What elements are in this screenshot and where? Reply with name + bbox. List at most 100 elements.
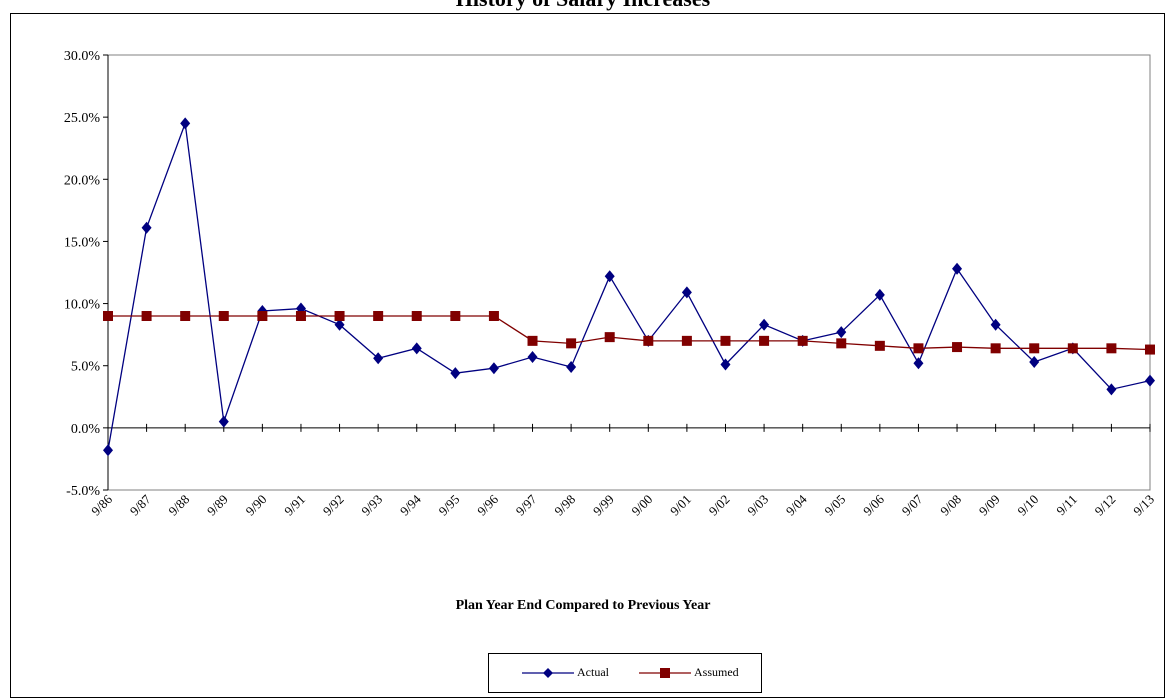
series-actual-point bbox=[566, 360, 577, 373]
series-assumed-point bbox=[373, 311, 384, 321]
series-assumed-point bbox=[334, 311, 345, 321]
series-assumed-point bbox=[797, 335, 808, 346]
x-tick-label: 9/87 bbox=[127, 491, 154, 518]
series-assumed-point bbox=[295, 311, 306, 321]
series-actual-point bbox=[720, 358, 731, 371]
series-actual-point bbox=[990, 318, 1001, 331]
series-assumed-point bbox=[1029, 343, 1040, 354]
x-tick-label: 9/91 bbox=[281, 492, 308, 519]
legend-item-actual: Actual bbox=[522, 665, 609, 680]
y-tick-label: 10.0% bbox=[64, 298, 101, 313]
series-actual-point bbox=[604, 270, 615, 283]
series-actual-point bbox=[836, 326, 847, 339]
series-actual-point bbox=[488, 362, 499, 375]
x-tick-label: 9/95 bbox=[435, 492, 462, 519]
series-assumed-point bbox=[257, 311, 268, 321]
x-tick-label: 9/00 bbox=[628, 492, 655, 519]
legend-actual-label: Actual bbox=[577, 665, 609, 679]
series-actual-point bbox=[874, 288, 885, 301]
series-assumed-point bbox=[1106, 343, 1117, 354]
series-actual-point bbox=[952, 262, 963, 275]
series-actual-point bbox=[373, 352, 384, 365]
series-assumed-point bbox=[874, 340, 885, 351]
legend-actual-swatch bbox=[522, 667, 574, 678]
series-assumed-point bbox=[141, 311, 152, 321]
series-actual-point bbox=[913, 357, 924, 370]
series-assumed-point bbox=[1067, 343, 1078, 354]
series-actual-line bbox=[107, 123, 1151, 451]
y-tick-label: 25.0% bbox=[64, 111, 101, 126]
series-assumed-point bbox=[604, 332, 615, 343]
x-tick-label: 9/96 bbox=[474, 491, 501, 518]
x-tick-label: 9/90 bbox=[243, 492, 270, 519]
y-tick-label: 20.0% bbox=[64, 173, 101, 188]
series-assumed-point bbox=[643, 335, 654, 346]
legend-assumed-label: Assumed bbox=[694, 665, 739, 679]
y-tick-label: 0.0% bbox=[71, 422, 101, 437]
series-assumed-point bbox=[218, 311, 229, 321]
y-tick-label: 5.0% bbox=[71, 360, 101, 375]
x-tick-label: 9/11 bbox=[1053, 492, 1080, 519]
series-actual-point bbox=[1145, 374, 1155, 387]
series-actual-point bbox=[141, 221, 152, 234]
series-assumed-point bbox=[720, 335, 731, 346]
legend: Actual Assumed bbox=[488, 653, 762, 693]
x-axis-label: Plan Year End Compared to Previous Year bbox=[455, 598, 711, 613]
series-actual-point bbox=[180, 117, 191, 130]
series-assumed-point bbox=[952, 342, 963, 353]
series-actual-point bbox=[450, 367, 461, 380]
x-tick-label: 9/12 bbox=[1092, 492, 1119, 519]
x-tick-label: 9/05 bbox=[821, 492, 848, 519]
series-assumed-point bbox=[913, 343, 924, 354]
x-tick-label: 9/13 bbox=[1130, 492, 1157, 519]
plot-border bbox=[107, 54, 1151, 491]
x-tick-label: 9/10 bbox=[1014, 492, 1041, 519]
x-tick-label: 9/06 bbox=[860, 491, 887, 518]
x-tick-label: 9/09 bbox=[976, 492, 1003, 519]
legend-item-assumed: Assumed bbox=[639, 665, 739, 680]
x-tick-label: 9/04 bbox=[783, 491, 810, 518]
series-actual-point bbox=[681, 286, 692, 299]
x-tick-label: 9/99 bbox=[590, 492, 617, 519]
x-tick-label: 9/08 bbox=[937, 492, 964, 519]
x-tick-label: 9/89 bbox=[204, 492, 231, 519]
series-assumed-point bbox=[681, 335, 692, 346]
x-tick-label: 9/07 bbox=[899, 491, 926, 518]
x-tick-label: 9/98 bbox=[551, 492, 578, 519]
x-tick-label: 9/01 bbox=[667, 492, 694, 519]
series-actual-point bbox=[1106, 383, 1117, 396]
series-assumed-point bbox=[566, 338, 577, 349]
series-assumed-line bbox=[108, 315, 1151, 351]
x-tick-label: 9/03 bbox=[744, 492, 771, 519]
series-assumed-point bbox=[759, 335, 770, 346]
series-actual-point bbox=[411, 342, 422, 355]
series-assumed-point bbox=[990, 343, 1001, 354]
series-assumed-point bbox=[488, 311, 499, 321]
x-tick-label: 9/97 bbox=[513, 491, 540, 518]
series-assumed-point bbox=[1145, 344, 1155, 355]
series-actual-point bbox=[1029, 355, 1040, 368]
series-assumed-point bbox=[450, 311, 461, 321]
x-tick-label: 9/94 bbox=[397, 491, 424, 518]
series-assumed-point bbox=[527, 335, 538, 346]
series-assumed-point bbox=[411, 311, 422, 321]
series-actual-point bbox=[759, 318, 770, 331]
y-tick-label: 30.0% bbox=[64, 49, 101, 64]
legend-assumed-swatch bbox=[639, 667, 691, 678]
x-tick-label: 9/92 bbox=[320, 492, 347, 519]
series-assumed-point bbox=[836, 338, 847, 349]
y-tick-label: 15.0% bbox=[64, 235, 101, 250]
x-tick-label: 9/88 bbox=[165, 492, 192, 519]
series-assumed-point bbox=[180, 311, 191, 321]
x-tick-label: 9/02 bbox=[706, 492, 733, 519]
series-actual-point bbox=[334, 318, 345, 331]
series-actual-point bbox=[527, 351, 538, 364]
chart-title: History of Salary Increases bbox=[0, 0, 1166, 12]
y-tick-label: -5.0% bbox=[66, 484, 100, 499]
chart-frame bbox=[10, 13, 1165, 698]
series-actual-point bbox=[103, 444, 113, 457]
x-tick-label: 9/93 bbox=[358, 492, 385, 519]
series-assumed-point bbox=[103, 311, 113, 321]
series-actual-point bbox=[218, 415, 229, 428]
